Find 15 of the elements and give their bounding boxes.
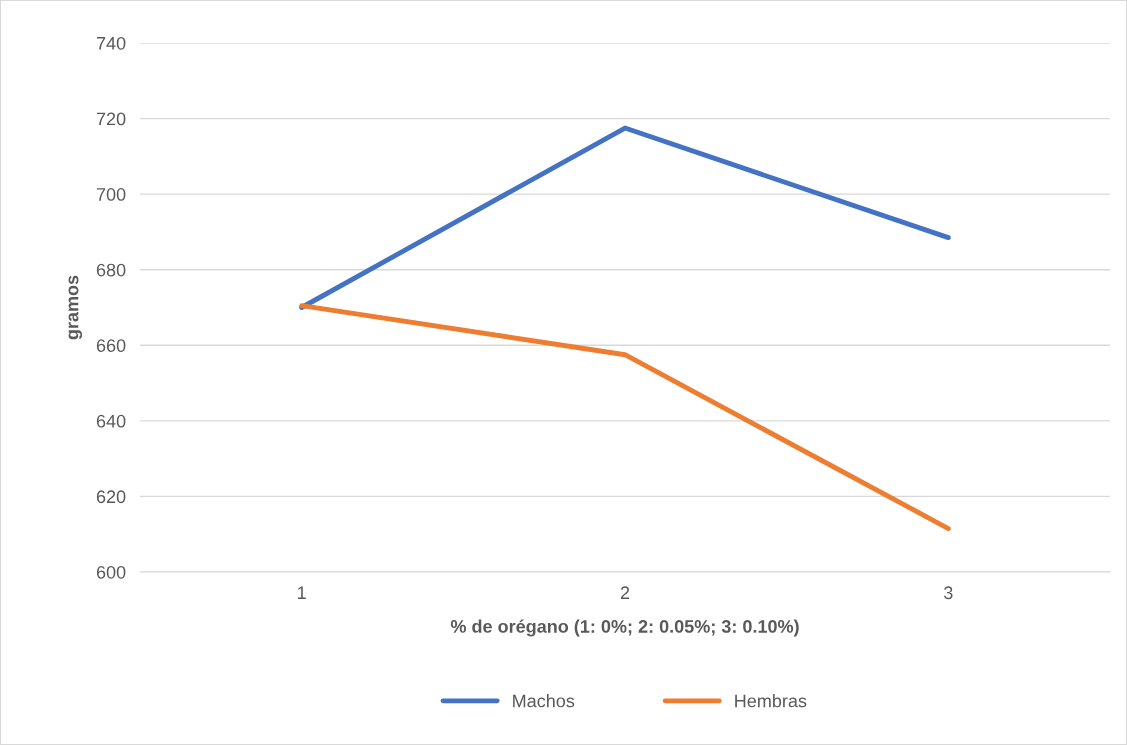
y-tick-label: 720: [96, 112, 126, 126]
y-tick-label: 680: [96, 263, 126, 277]
legend-label: Machos: [513, 694, 575, 708]
x-axis-title: % de orégano (1: 0%; 2: 0.05%; 3: 0.10%): [450, 619, 799, 637]
y-tick-label: 700: [96, 188, 126, 201]
x-tick-label: 1: [298, 586, 306, 599]
legend-label: Hembras: [735, 694, 807, 708]
x-tick-label: 2: [620, 586, 630, 599]
y-tick-label: 640: [96, 414, 126, 428]
y-tick-label: 740: [96, 36, 126, 50]
x-tick-label: 3: [944, 586, 953, 600]
y-tick-label: 620: [96, 490, 126, 504]
y-tick-label: 660: [96, 339, 126, 353]
y-axis-title: gramos: [68, 275, 83, 340]
y-tick-label: 600: [96, 565, 126, 579]
